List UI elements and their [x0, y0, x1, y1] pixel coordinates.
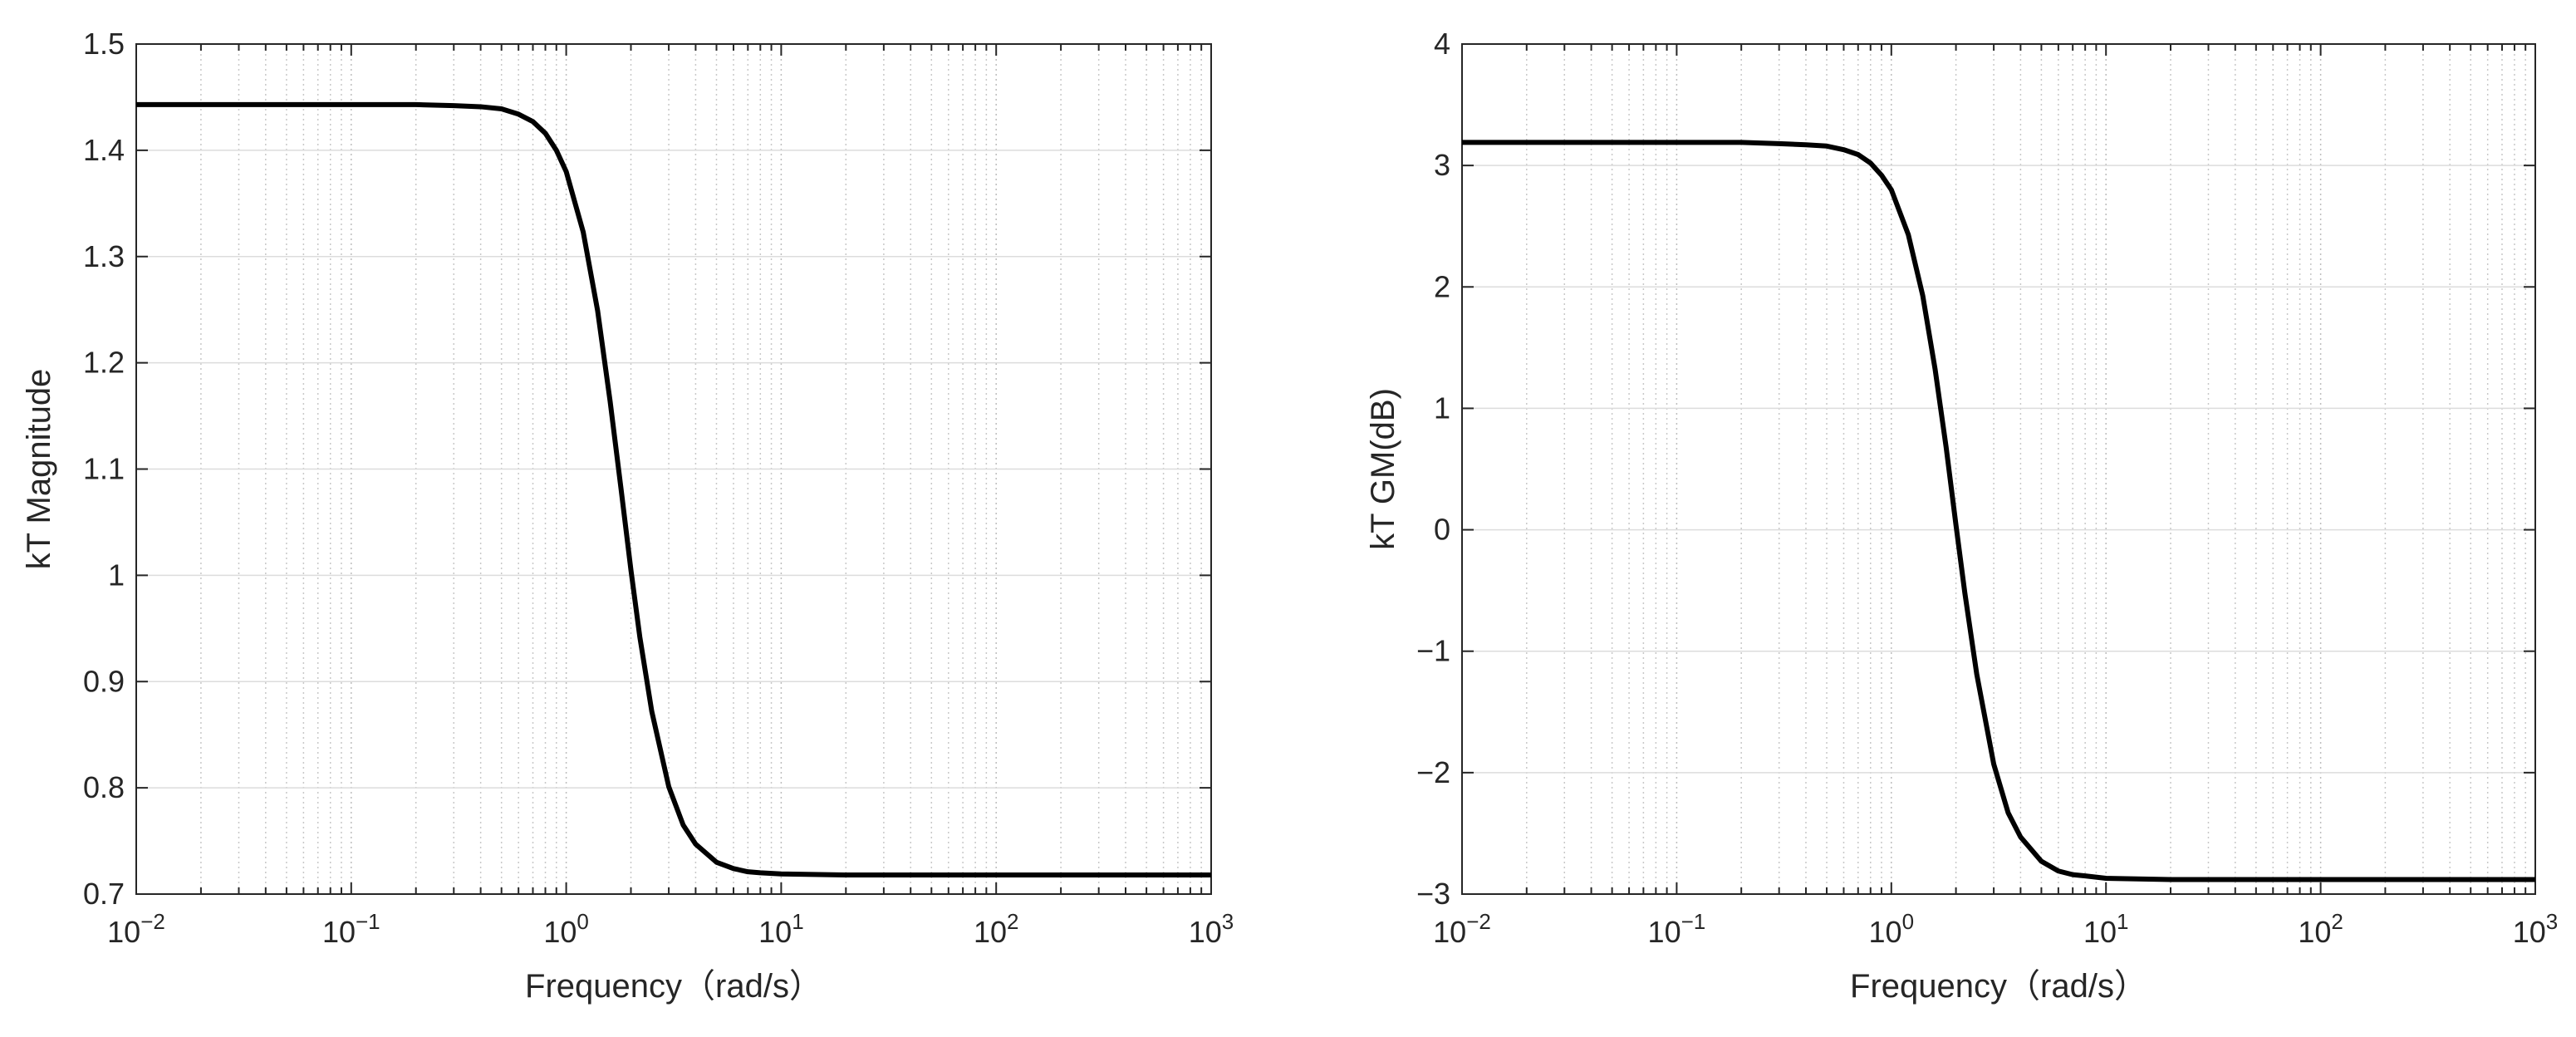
x-tick-base: 10: [758, 915, 792, 949]
x-tick-label: 100: [543, 909, 589, 949]
x-tick-exponent: −2: [140, 909, 165, 934]
x-tick-exponent: −1: [1681, 909, 1706, 934]
x-tick-base: 10: [1433, 915, 1466, 949]
x-tick-label: 101: [758, 909, 804, 949]
x-tick-exponent: 1: [2117, 909, 2128, 934]
y-tick-label: 0: [1434, 513, 1450, 547]
y-tick-label: 1.5: [83, 27, 125, 61]
x-tick-exponent: 2: [2331, 909, 2343, 934]
x-tick-base: 10: [2513, 915, 2546, 949]
data-line: [1462, 140, 2535, 882]
x-tick-exponent: 3: [1222, 909, 1234, 934]
y-tick-label: −1: [1416, 634, 1450, 668]
x-tick-base: 10: [2083, 915, 2117, 949]
x-tick-label: 103: [2513, 909, 2559, 949]
x-tick-label: 10−1: [1648, 909, 1706, 949]
x-tick-base: 10: [2298, 915, 2331, 949]
y-tick-label: 1.3: [83, 239, 125, 273]
x-tick-exponent: 3: [2546, 909, 2558, 934]
y-tick-label: 1.1: [83, 452, 125, 486]
y-tick-label: 1: [1434, 391, 1450, 425]
y-tick-label: 1: [108, 558, 125, 592]
y-tick-label: 1.2: [83, 346, 125, 380]
y-tick-label: 0.8: [83, 770, 125, 804]
y-tick-label: −2: [1416, 755, 1450, 789]
x-tick-label: 103: [1189, 909, 1234, 949]
x-axis-label: Frequency（rad/s）: [525, 968, 822, 1005]
y-tick-label: −3: [1416, 877, 1450, 911]
y-tick-label: 2: [1434, 269, 1450, 303]
y-axis-label: kT GM(dB): [1365, 388, 1401, 550]
x-tick-exponent: 0: [1902, 909, 1914, 934]
x-tick-base: 10: [1869, 915, 1902, 949]
x-tick-label: 102: [974, 909, 1019, 949]
y-axis-label: kT Magnitude: [21, 369, 57, 570]
x-tick-label: 102: [2298, 909, 2343, 949]
x-tick-label: 100: [1869, 909, 1915, 949]
x-tick-label: 101: [2083, 909, 2129, 949]
x-tick-exponent: 2: [1007, 909, 1018, 934]
x-tick-exponent: −2: [1466, 909, 1491, 934]
data-line: [136, 101, 1211, 877]
x-tick-base: 10: [322, 915, 356, 949]
x-tick-exponent: −1: [356, 909, 380, 934]
x-tick-base: 10: [1189, 915, 1222, 949]
x-tick-exponent: 1: [792, 909, 803, 934]
x-axis-label: Frequency（rad/s）: [1850, 968, 2147, 1005]
x-tick-base: 10: [543, 915, 577, 949]
y-tick-label: 1.4: [83, 133, 125, 167]
x-tick-label: 10−2: [107, 909, 165, 949]
x-tick-base: 10: [1648, 915, 1681, 949]
y-tick-label: 3: [1434, 148, 1450, 182]
y-tick-label: 0.7: [83, 877, 125, 911]
y-tick-label: 0.9: [83, 664, 125, 698]
x-tick-base: 10: [107, 915, 140, 949]
y-tick-label: 4: [1434, 27, 1450, 61]
x-tick-base: 10: [974, 915, 1007, 949]
axes-box: [135, 43, 1212, 895]
plot-area: [1462, 44, 2535, 894]
x-tick-label: 10−2: [1433, 909, 1491, 949]
axes-box: [1461, 43, 2536, 895]
x-tick-label: 10−1: [322, 909, 380, 949]
x-tick-exponent: 0: [577, 909, 588, 934]
